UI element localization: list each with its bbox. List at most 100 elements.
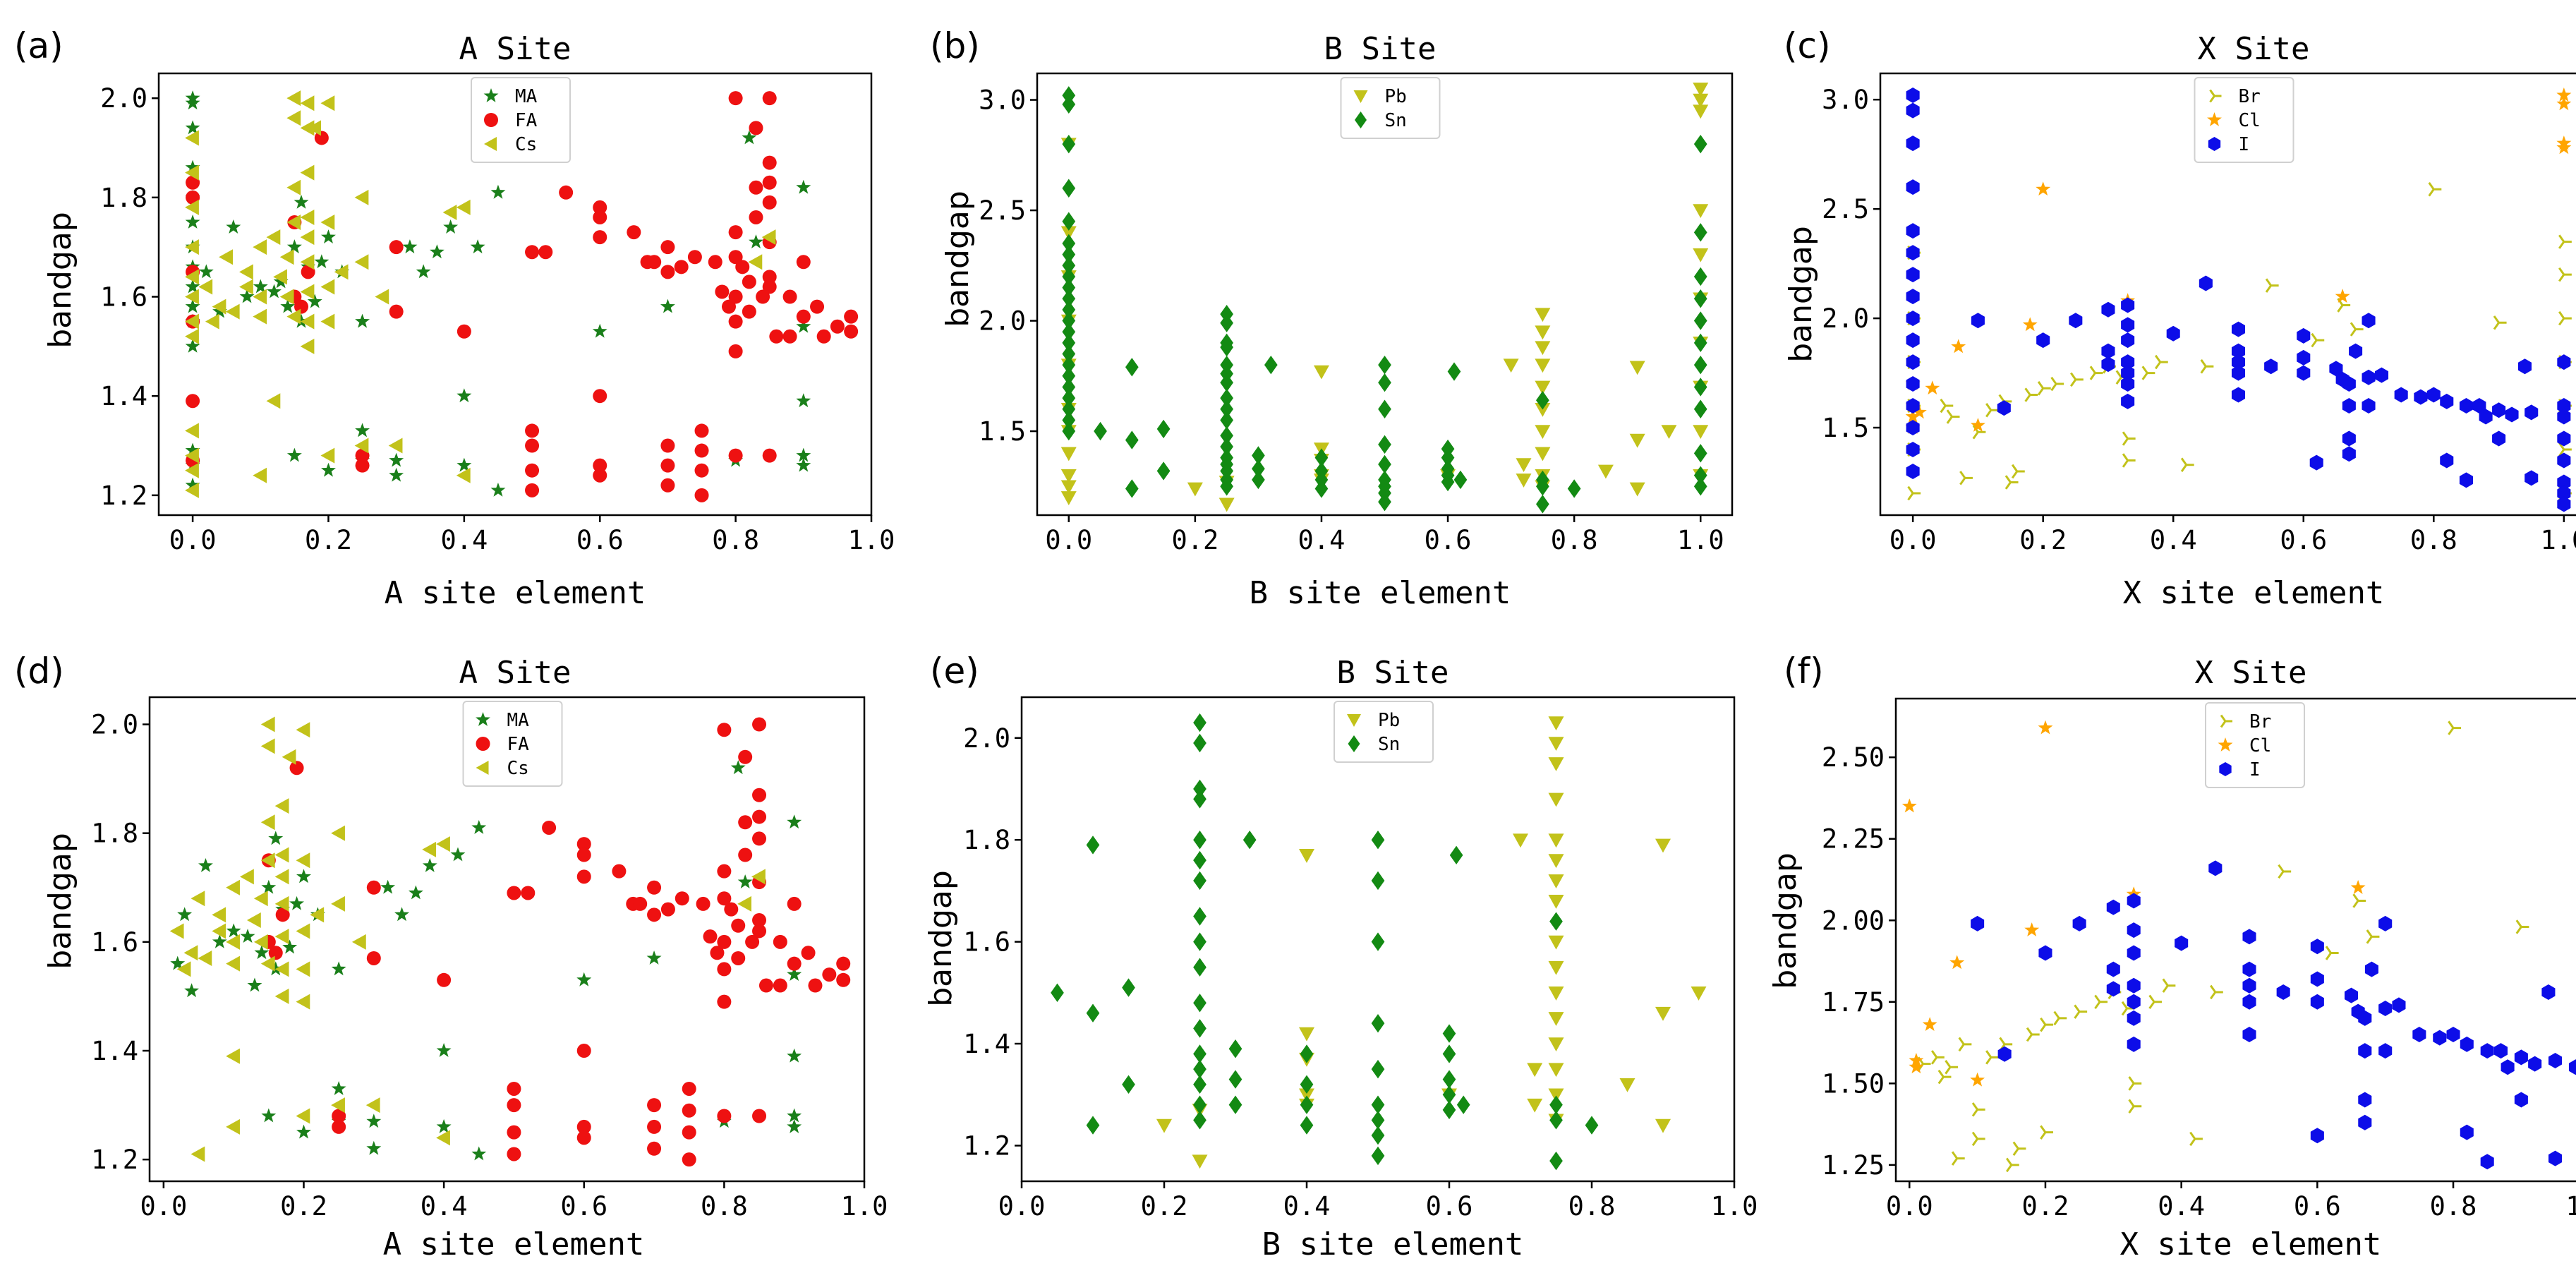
data-point-cs [274, 895, 289, 912]
data-point-cs [185, 423, 199, 439]
data-point-i [2309, 454, 2323, 471]
panel-f: (f) X Site bandgap X site element 0.0 0.2… [1767, 651, 2576, 1262]
data-point-ma [185, 120, 200, 135]
data-point-fa [593, 389, 607, 404]
x-tick-label: 0.2 [2019, 525, 2067, 555]
data-point-i [2440, 393, 2454, 409]
data-point-br [2026, 1027, 2040, 1042]
data-point-fa [728, 91, 743, 106]
data-point-br [2558, 310, 2572, 326]
data-point-br [2012, 1141, 2026, 1156]
data-point-ma [307, 294, 322, 308]
data-point-cl [2556, 140, 2572, 155]
data-point-cs [320, 313, 335, 330]
data-point-ma [787, 1118, 802, 1133]
y-tick-label: 1.4 [963, 1029, 1010, 1059]
data-point-pb [1693, 204, 1709, 219]
data-point-i [2493, 1043, 2508, 1059]
data-point-fa [735, 260, 750, 275]
data-point-pb [1548, 1012, 1564, 1026]
x-tick-label: 0.8 [2410, 525, 2457, 555]
data-point-i [1906, 135, 1920, 152]
data-point-cs [253, 308, 267, 325]
data-point-br [1971, 1102, 1985, 1117]
data-point-ma [787, 814, 802, 829]
x-tick-label: 1.0 [1711, 1191, 1758, 1221]
x-tick-label: 0.8 [1568, 1191, 1616, 1221]
data-point-cs [185, 328, 199, 344]
data-point-pb [1548, 874, 1564, 888]
data-point-pb [1691, 987, 1707, 1001]
data-point-fa [660, 458, 675, 473]
data-point-br [2428, 182, 2442, 197]
legend-marker-cs [476, 761, 489, 775]
data-point-fa [559, 185, 574, 200]
data-point-i [2568, 1059, 2576, 1075]
data-point-pb [1655, 838, 1671, 853]
data-point-cl [2556, 96, 2572, 111]
data-point-i [1997, 400, 2011, 416]
data-point-fa [738, 749, 753, 764]
data-point-pb [1597, 464, 1614, 479]
data-point-br [1951, 1151, 1965, 1166]
data-point-fa [301, 265, 315, 279]
data-point-sn [1693, 466, 1707, 485]
data-point-sn [1693, 267, 1707, 286]
legend-marker-cl [2207, 112, 2222, 126]
x-tick-label: 0.8 [701, 1191, 748, 1221]
data-point-cs [226, 955, 240, 972]
data-point-ma [267, 284, 282, 298]
data-point-cs [761, 229, 776, 246]
data-point-sn [1220, 477, 1233, 496]
data-point-fa [749, 180, 763, 195]
data-point-cs [226, 879, 240, 895]
x-tick-label: 0.0 [1886, 1191, 1933, 1221]
data-point-ma [592, 323, 607, 338]
data-point-fa [762, 448, 777, 463]
legend-marker-pb [1347, 714, 1361, 727]
x-tick-label: 0.4 [2158, 1191, 2205, 1221]
panel-label-b: (b) [930, 25, 980, 66]
data-point-cs [274, 847, 289, 863]
panel-d: (d) A Site bandgap A site element 0.0 0.2… [14, 651, 888, 1262]
data-point-i [2242, 929, 2256, 945]
data-point-i [2374, 367, 2389, 383]
data-point-ma [294, 194, 309, 209]
data-point-i [2329, 361, 2343, 377]
data-point-i [2127, 893, 2141, 909]
data-point-i [2310, 971, 2324, 987]
data-point-i [2378, 1043, 2393, 1059]
data-point-pb [1693, 93, 1709, 108]
data-point-i [2557, 354, 2571, 370]
data-point-ma [796, 447, 811, 462]
data-point-cs [260, 738, 275, 754]
data-point-sn [1693, 477, 1707, 496]
data-point-cs [198, 279, 213, 295]
y-axis-label-b: bandgap [940, 191, 976, 327]
data-point-br [2493, 315, 2507, 330]
data-point-pb [1527, 1098, 1543, 1113]
data-point-fa [773, 978, 787, 993]
ticks-b: 0.0 0.2 0.4 0.6 0.8 1.0 1.5 2.0 2.5 3.0 [979, 85, 1724, 555]
data-point-cs [300, 284, 315, 300]
data-point-cs [351, 934, 366, 950]
data-point-i [2106, 961, 2120, 977]
data-point-cl [2022, 317, 2038, 332]
data-point-ma [576, 972, 592, 987]
x-tick-label: 1.0 [2540, 525, 2576, 555]
data-point-fa [717, 723, 732, 737]
data-point-cs [191, 1146, 205, 1162]
data-point-i [2433, 1030, 2447, 1046]
data-point-ma [422, 857, 437, 872]
data-point-i [2392, 997, 2406, 1013]
data-point-i [2264, 358, 2278, 375]
data-point-fa [694, 443, 709, 458]
data-point-sn [1220, 437, 1233, 457]
data-point-fa [810, 299, 825, 314]
data-point-fa [525, 463, 540, 478]
data-point-pb [1219, 497, 1235, 512]
data-point-cs [331, 895, 345, 912]
data-point-pb [1535, 308, 1551, 322]
data-point-br [2366, 929, 2380, 944]
data-point-cs [286, 215, 301, 231]
